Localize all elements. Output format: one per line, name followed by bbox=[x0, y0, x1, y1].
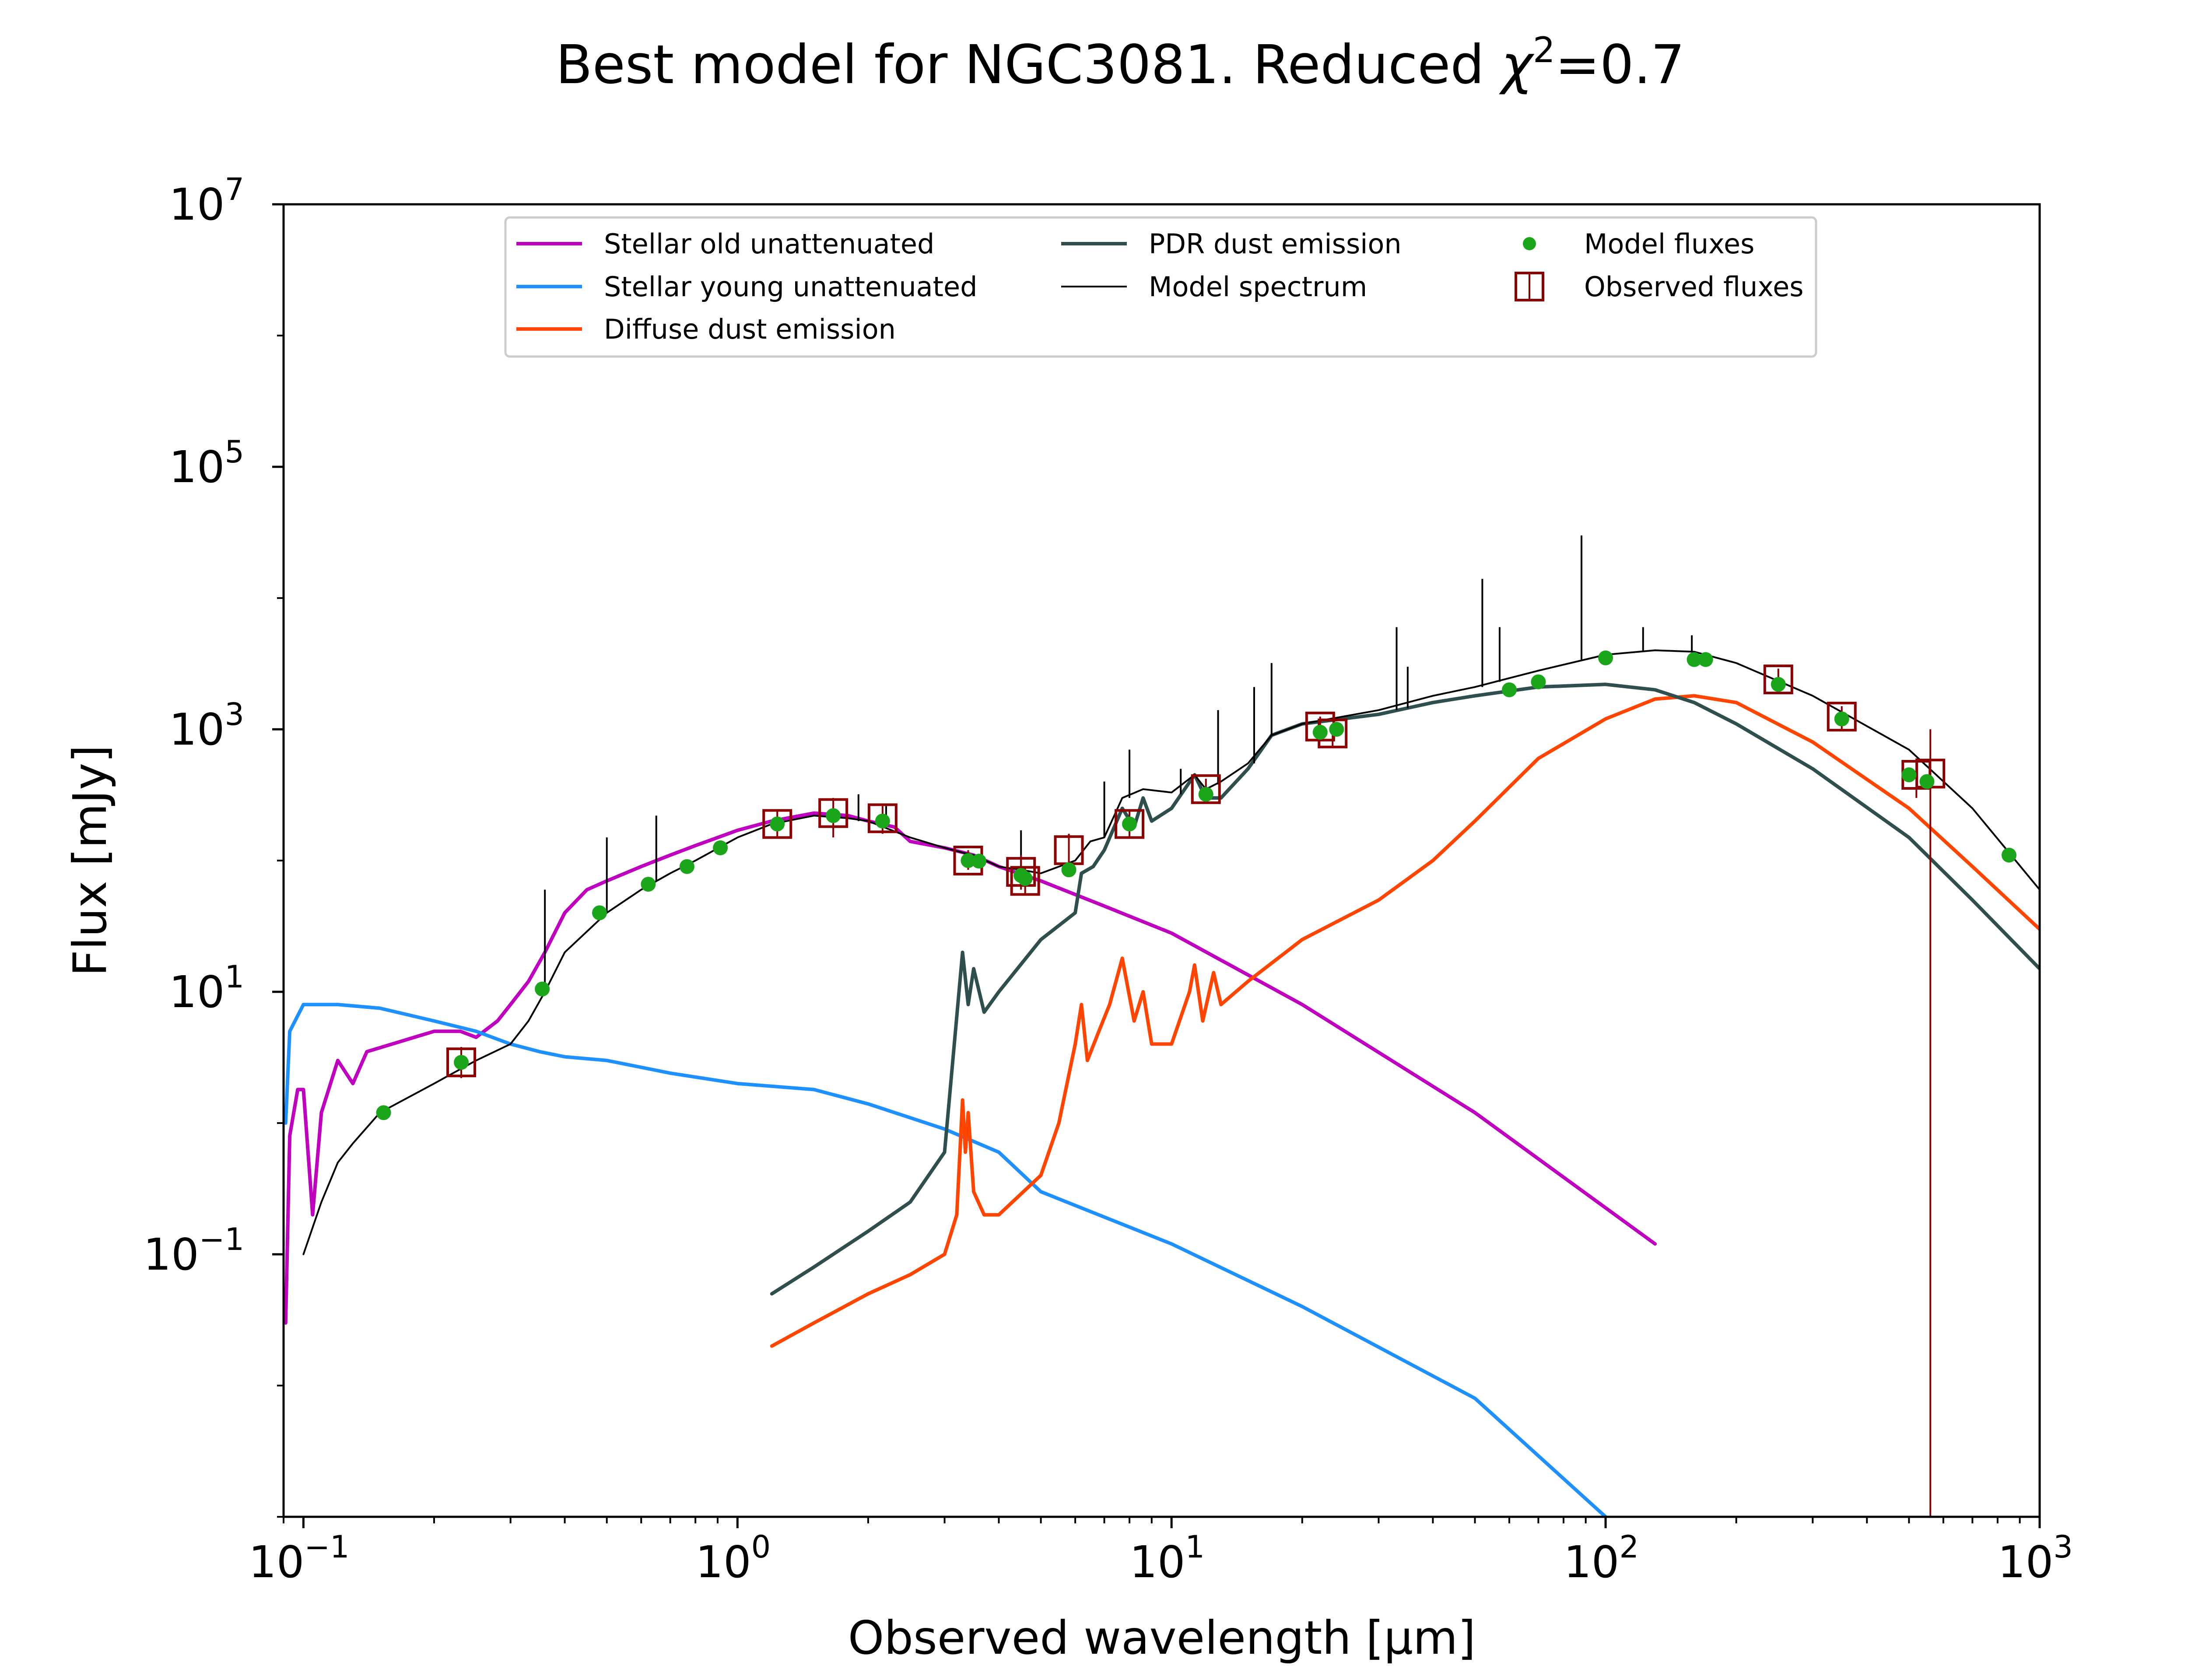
model-flux-point bbox=[1771, 677, 1786, 692]
legend-label: Stellar old unattenuated bbox=[604, 228, 934, 260]
y-tick-label: 107 bbox=[169, 172, 244, 230]
legend-entry-stellar-old-unattenuated: Stellar old unattenuated bbox=[516, 228, 934, 260]
series-line-diffuse-dust-emission bbox=[770, 694, 2040, 1348]
model-flux-point bbox=[1017, 871, 1033, 886]
observed-flux-marker bbox=[762, 809, 792, 839]
model-flux-point bbox=[770, 816, 785, 832]
legend-entry-model-fluxes: Model fluxes bbox=[1523, 228, 1754, 260]
observed-flux-marker bbox=[1010, 866, 1040, 896]
x-tick-label: 100 bbox=[695, 1529, 771, 1588]
model-flux-point bbox=[454, 1055, 469, 1070]
model-flux-point bbox=[1061, 862, 1076, 878]
model-flux-point bbox=[1687, 652, 1702, 667]
model-flux-point bbox=[1531, 674, 1546, 690]
model-flux-point bbox=[679, 859, 694, 874]
model-flux-point bbox=[1329, 722, 1344, 737]
legend-box bbox=[504, 216, 1817, 358]
model-flux-point bbox=[1698, 652, 1713, 667]
y-tick-label: 103 bbox=[169, 696, 244, 755]
observed-flux-marker bbox=[1191, 774, 1221, 804]
observed-flux-marker bbox=[1827, 701, 1857, 732]
observed-flux-marker bbox=[1006, 857, 1036, 887]
observed-flux-marker bbox=[867, 803, 898, 833]
model-flux-point bbox=[376, 1105, 391, 1120]
x-axis-label: Observed wavelength [μm] bbox=[848, 1611, 1476, 1665]
model-flux-point bbox=[1919, 774, 1935, 789]
legend-label: PDR dust emission bbox=[1149, 228, 1402, 260]
chart-title: Best model for NGC3081. Reduced χ2=0.7 bbox=[556, 30, 1685, 96]
model-flux-point bbox=[826, 808, 841, 823]
ticks-layer: 10−1 100 101 102 103 10−1 101 103 105 107 bbox=[144, 172, 2073, 1588]
series-line-pdr-dust-emission bbox=[770, 682, 2040, 1296]
legend-entry-observed-fluxes: Observed fluxes bbox=[1515, 271, 1804, 303]
y-axis-label: Flux [mJy] bbox=[63, 745, 117, 976]
model-flux-point bbox=[2001, 847, 2016, 863]
title-chi: χ bbox=[1499, 34, 1535, 96]
series-line-stellar-young-unattenuated bbox=[284, 1003, 1608, 1517]
legend-label: Stellar young unattenuated bbox=[604, 271, 977, 303]
model-flux-point bbox=[592, 905, 607, 920]
legend-label: Model fluxes bbox=[1584, 228, 1754, 260]
legend-label: Observed fluxes bbox=[1584, 271, 1804, 303]
x-tick-label: 102 bbox=[1564, 1529, 1639, 1588]
y-tick-label: 105 bbox=[169, 434, 244, 493]
model-flux-point bbox=[1502, 682, 1517, 697]
model-flux-point bbox=[641, 877, 656, 892]
model-flux-point bbox=[713, 840, 728, 855]
title-chi-sup: 2 bbox=[1533, 30, 1555, 70]
legend: Stellar old unattenuated Stellar young un… bbox=[504, 216, 1817, 358]
legend-label: Diffuse dust emission bbox=[604, 313, 896, 345]
observed-flux-marker bbox=[1115, 809, 1145, 839]
model-flux-point bbox=[1598, 650, 1613, 665]
markers-layer bbox=[376, 650, 2016, 1517]
observed-flux-marker bbox=[818, 798, 849, 828]
x-tick-label: 10−1 bbox=[249, 1529, 349, 1588]
observed-flux-marker bbox=[1763, 664, 1793, 694]
model-flux-point bbox=[535, 981, 550, 997]
legend-entry-model-spectrum: Model spectrum bbox=[1061, 271, 1367, 303]
model-flux-point bbox=[1834, 711, 1849, 727]
legend-label: Model spectrum bbox=[1149, 271, 1367, 303]
y-tick-label: 101 bbox=[169, 959, 244, 1018]
legend-swatch bbox=[1523, 237, 1536, 250]
model-flux-point bbox=[961, 853, 976, 868]
title-suffix: =0.7 bbox=[1555, 34, 1685, 96]
observed-flux-marker bbox=[446, 1047, 477, 1078]
legend-entry-stellar-young-unattenuated: Stellar young unattenuated bbox=[516, 271, 977, 303]
model-flux-point bbox=[971, 854, 987, 869]
x-tick-label: 101 bbox=[1129, 1529, 1205, 1588]
model-flux-point bbox=[875, 813, 890, 829]
legend-entry-diffuse-dust-emission: Diffuse dust emission bbox=[516, 313, 896, 345]
model-flux-point bbox=[1198, 787, 1213, 802]
model-flux-point bbox=[1122, 816, 1137, 832]
x-tick-label: 103 bbox=[1998, 1529, 2073, 1588]
legend-entry-pdr-dust-emission: PDR dust emission bbox=[1061, 228, 1402, 260]
model-flux-point bbox=[1312, 724, 1328, 740]
model-flux-point bbox=[1901, 767, 1917, 783]
y-tick-label: 10−1 bbox=[144, 1222, 244, 1280]
